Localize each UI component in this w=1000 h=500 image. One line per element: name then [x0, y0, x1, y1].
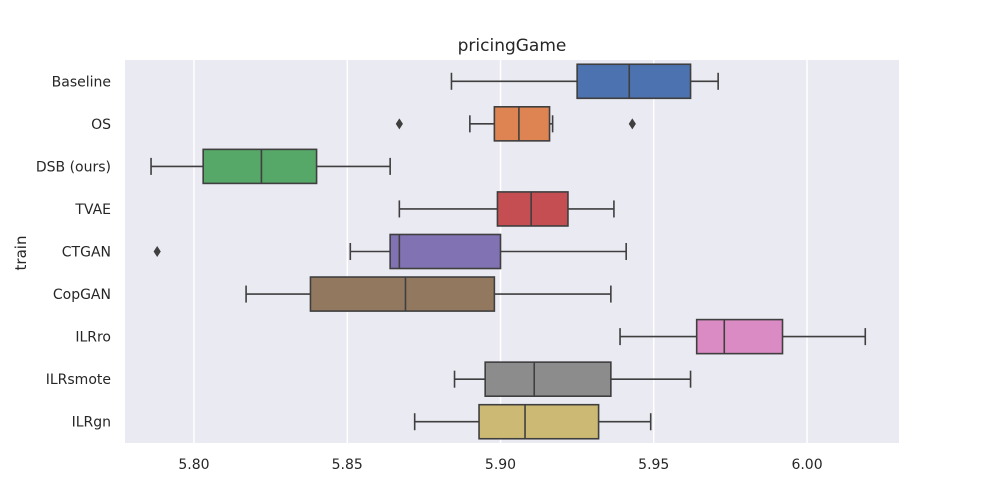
x-tick-label: 6.00: [791, 457, 822, 473]
y-tick-label: ILRro: [75, 330, 111, 346]
outlier-marker: [153, 246, 161, 257]
y-tick-label: DSB (ours): [36, 159, 111, 175]
box-iqr: [493, 106, 551, 142]
box-ilrsmote: [453, 361, 692, 397]
boxes: [150, 63, 867, 440]
x-tick-labels: 5.80 5.85 5.90 5.95 6.00: [178, 457, 822, 473]
box-iqr: [309, 276, 496, 312]
box-dsb-ours: [150, 148, 391, 185]
box-os: [395, 106, 636, 142]
outlier-marker: [628, 118, 636, 130]
y-tick-label: CopGAN: [53, 287, 111, 303]
x-tick-label: 5.85: [332, 457, 363, 473]
y-tick-label: OS: [91, 117, 111, 133]
y-tick-label: Baseline: [52, 74, 111, 90]
box-iqr: [576, 63, 692, 100]
y-tick-label: ILRsmote: [46, 372, 111, 388]
x-tick-label: 5.90: [485, 457, 516, 473]
box-ilrro: [619, 318, 867, 355]
chart-title: pricingGame: [458, 36, 567, 56]
x-tick-label: 5.95: [638, 457, 669, 473]
box-iqr: [496, 191, 569, 227]
x-tick-label: 5.80: [178, 457, 209, 473]
box-iqr: [389, 233, 502, 270]
y-axis-label: train: [12, 236, 30, 271]
box-iqr: [478, 403, 600, 440]
box-iqr: [202, 148, 318, 185]
box-ctgan: [153, 233, 627, 270]
box-ilrgn: [413, 403, 652, 440]
box-tvae: [398, 191, 615, 227]
y-tick-label: CTGAN: [62, 245, 111, 261]
box-copgan: [245, 276, 612, 312]
y-tick-labels: Baseline OS DSB (ours) TVAE CTGAN CopGAN ILRro…: [36, 74, 111, 430]
box-iqr: [695, 318, 784, 355]
y-tick-label: TVAE: [74, 202, 111, 218]
box-baseline: [450, 63, 719, 100]
outlier-marker: [395, 118, 403, 130]
box-iqr: [484, 361, 612, 397]
y-tick-label: ILRgn: [72, 415, 111, 431]
